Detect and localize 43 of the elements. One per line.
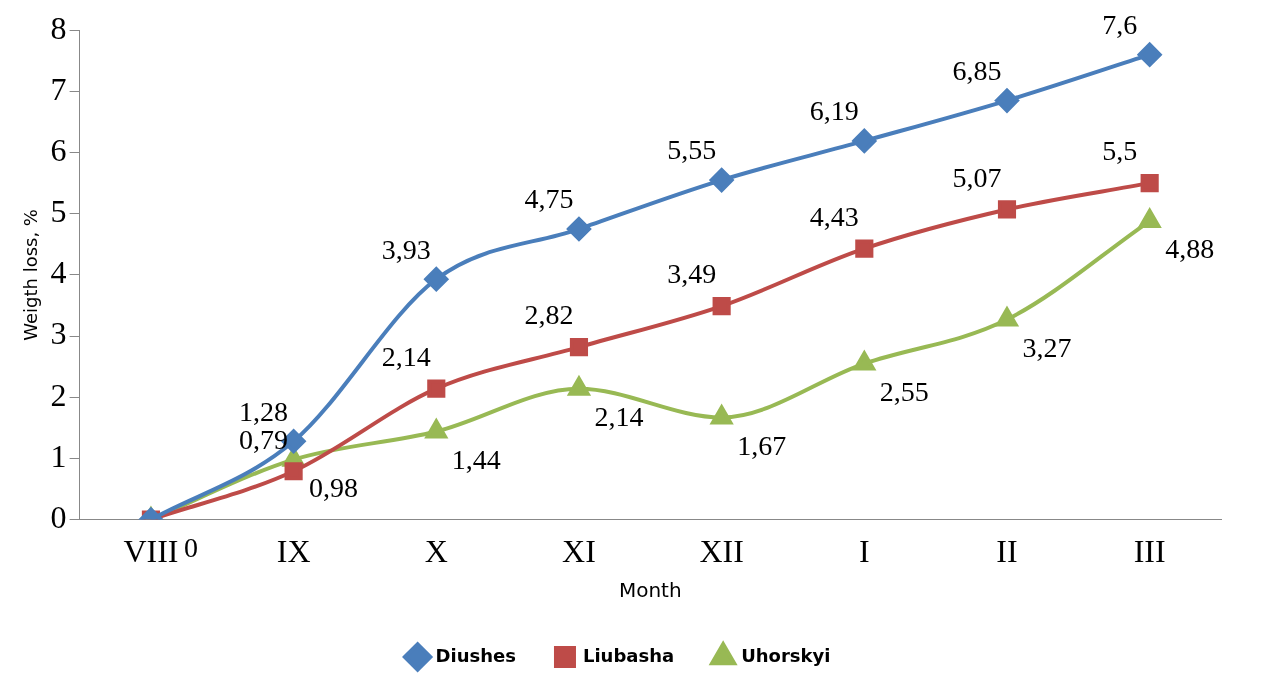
- data-label: 1,67: [737, 429, 787, 461]
- x-tick-label: III: [1133, 533, 1166, 570]
- x-tick-label: VIII: [123, 533, 179, 570]
- x-tick-label: XII: [699, 533, 744, 570]
- data-label: 2,55: [879, 375, 929, 407]
- y-tick-label: 7: [50, 70, 67, 107]
- data-label: 2,14: [381, 341, 431, 373]
- x-axis-title: Month: [618, 578, 682, 603]
- data-label: 4,88: [1165, 233, 1215, 265]
- data-label: 3,27: [1022, 331, 1072, 363]
- legend-label: Uhorskyi: [741, 644, 831, 666]
- data-label: 6,85: [952, 54, 1002, 86]
- x-tick-label: II: [996, 533, 1018, 570]
- data-label: 1,44: [451, 443, 501, 475]
- data-label: 5,5: [1102, 135, 1138, 167]
- data-label: 2,82: [524, 299, 574, 331]
- y-tick-label: 6: [50, 131, 67, 168]
- data-label: 5,07: [952, 161, 1002, 193]
- data-label: 4,43: [809, 200, 859, 232]
- data-label: 4,75: [524, 183, 574, 215]
- data-label: 6,19: [809, 95, 859, 127]
- y-tick-label: 8: [50, 9, 67, 46]
- y-axis-title: Weigth loss, %: [20, 209, 42, 341]
- y-tick-label: 5: [50, 193, 67, 230]
- x-tick-label: IX: [276, 533, 311, 570]
- data-label: 0: [183, 531, 198, 563]
- data-label: 0,98: [309, 472, 359, 504]
- data-label: 5,55: [667, 134, 717, 166]
- y-tick-label: 3: [50, 315, 67, 352]
- data-label: 3,93: [381, 233, 431, 265]
- data-label: 3,49: [667, 258, 717, 290]
- x-tick-label: I: [858, 533, 870, 570]
- y-tick-label: 4: [50, 254, 67, 291]
- y-tick-label: 1: [50, 437, 67, 474]
- x-tick-label: X: [424, 533, 448, 570]
- y-tick-label: 0: [50, 499, 67, 536]
- data-label: 1,28: [239, 395, 289, 427]
- legend-label: Liubasha: [582, 644, 675, 666]
- data-label: 2,14: [594, 401, 644, 433]
- y-tick-label: 2: [50, 376, 67, 413]
- legend-label: Diushes: [435, 644, 516, 666]
- x-tick-label: XI: [562, 533, 596, 570]
- data-label: 7,6: [1102, 9, 1138, 41]
